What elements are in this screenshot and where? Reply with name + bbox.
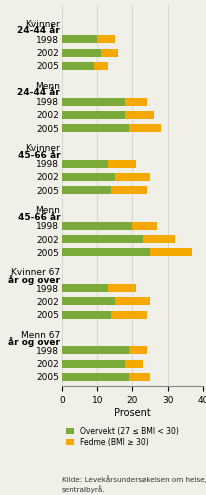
Bar (142, 235, 174, 243)
Text: Kvinner: Kvinner (26, 144, 60, 153)
Bar (62, 360, 125, 368)
Bar (100, 49, 118, 56)
Bar (111, 186, 146, 194)
Bar (62, 160, 107, 168)
Bar (128, 124, 160, 132)
Bar (62, 49, 100, 56)
Bar (132, 222, 156, 230)
Bar (125, 111, 153, 119)
Text: Menn: Menn (35, 82, 60, 91)
Text: Menn 67: Menn 67 (21, 331, 60, 340)
Bar (62, 222, 132, 230)
Bar (97, 35, 114, 44)
Text: år og over: år og over (8, 275, 60, 285)
Text: 45-66 år: 45-66 år (18, 150, 60, 160)
Bar (62, 248, 149, 256)
Bar (128, 346, 146, 354)
Bar (128, 373, 149, 381)
Bar (62, 297, 114, 305)
Bar (62, 62, 93, 70)
Bar (111, 311, 146, 319)
Bar (114, 173, 149, 181)
X-axis label: Prosent: Prosent (114, 407, 150, 418)
Bar (62, 98, 125, 105)
Bar (107, 160, 135, 168)
Bar (62, 311, 111, 319)
Bar (62, 346, 128, 354)
Bar (107, 284, 135, 292)
Text: 45-66 år: 45-66 år (18, 213, 60, 222)
Bar (125, 98, 146, 105)
Bar (62, 373, 128, 381)
Bar (93, 62, 107, 70)
Legend: Overvekt (27 ≤ BMI < 30), Fedme (BMI ≥ 30): Overvekt (27 ≤ BMI < 30), Fedme (BMI ≥ 3… (66, 427, 178, 446)
Text: 24-44 år: 24-44 år (17, 89, 60, 98)
Bar (149, 248, 191, 256)
Bar (114, 297, 149, 305)
Bar (62, 35, 97, 44)
Text: år og over: år og over (8, 337, 60, 346)
Text: 24-44 år: 24-44 år (17, 26, 60, 35)
Text: Kvinner 67: Kvinner 67 (11, 268, 60, 277)
Text: Kilde: Levekårsundersøkelsen om helse, Statistisk
sentralbyrå.: Kilde: Levekårsundersøkelsen om helse, S… (62, 476, 206, 493)
Text: Kvinner: Kvinner (26, 20, 60, 29)
Bar (62, 235, 142, 243)
Text: Menn: Menn (35, 206, 60, 215)
Bar (62, 124, 128, 132)
Bar (62, 111, 125, 119)
Bar (125, 360, 142, 368)
Bar (62, 186, 111, 194)
Bar (62, 173, 114, 181)
Bar (62, 284, 107, 292)
